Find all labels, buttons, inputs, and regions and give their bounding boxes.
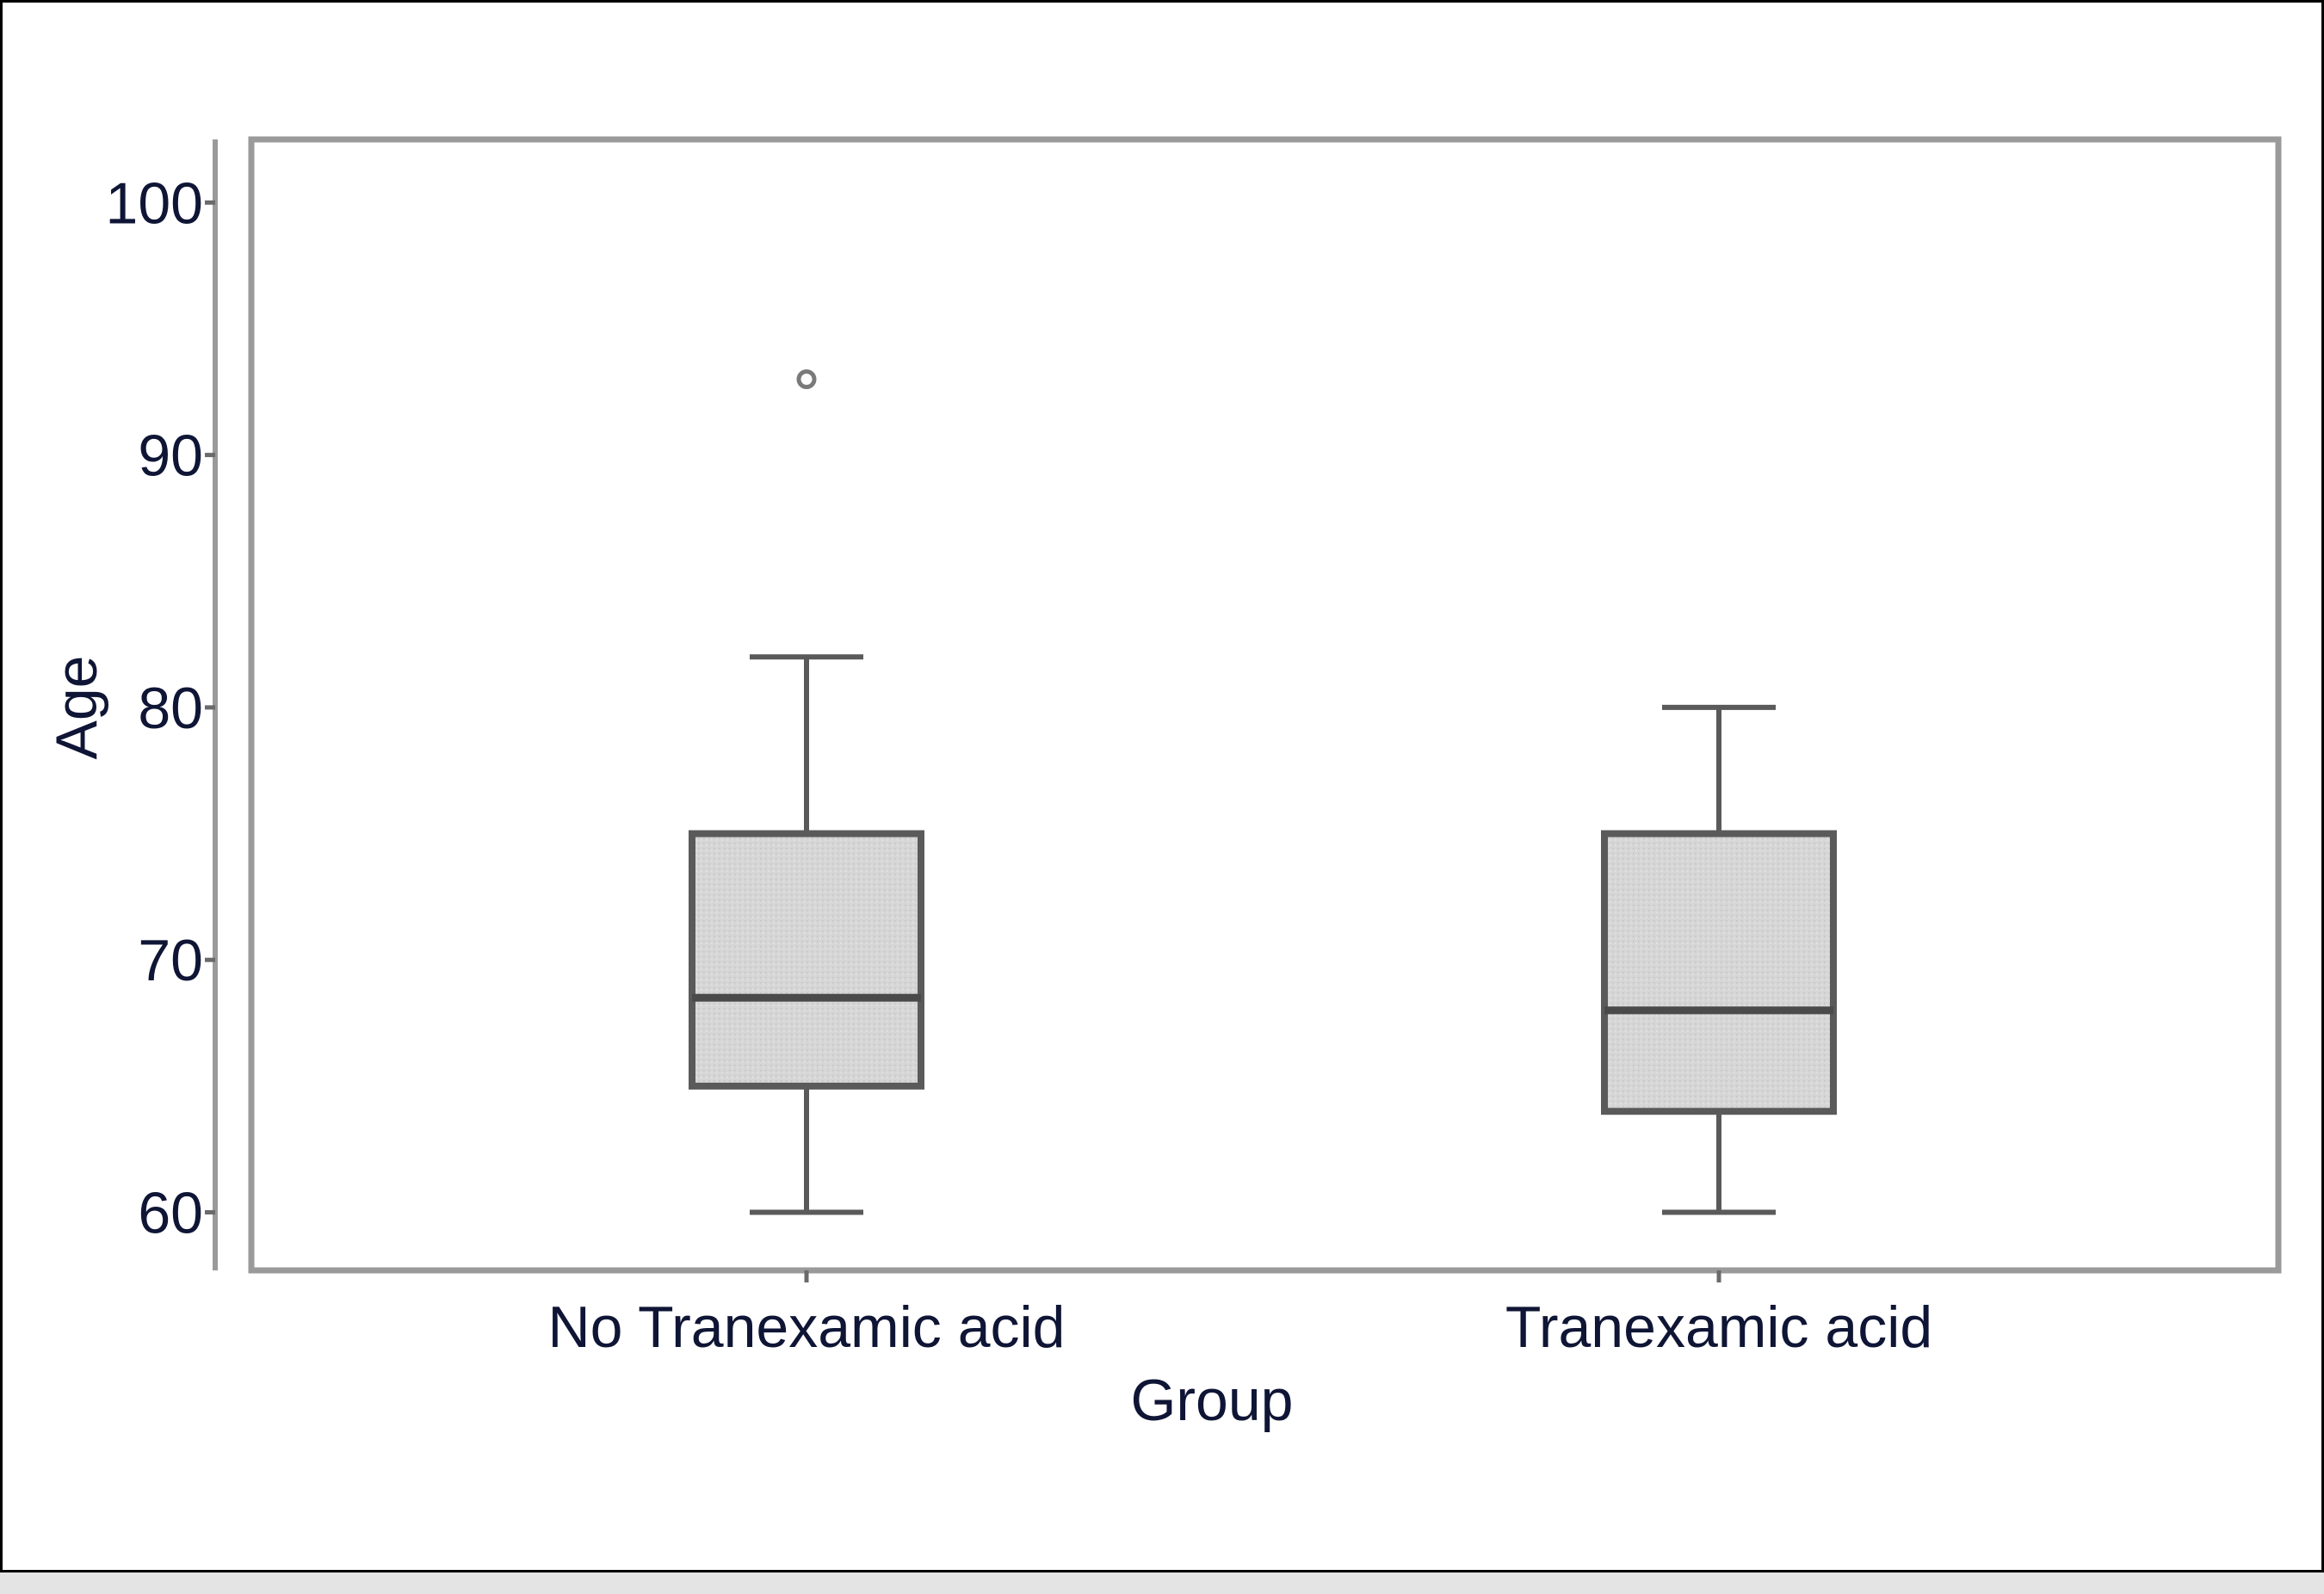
y-tick-label-60: 60 (138, 1181, 203, 1246)
outlier-point-0 (796, 369, 817, 390)
y-tick-label-80: 80 (138, 676, 203, 741)
box-group-0 (689, 369, 924, 1215)
x-tick-label-0: No Tranexamic acid (548, 1294, 1066, 1360)
x-tick-label-1: Tranexamic acid (1505, 1294, 1932, 1360)
y-tick-label-70: 70 (138, 928, 203, 993)
box-group-1 (1601, 704, 1837, 1215)
bottom-strip (0, 1572, 2324, 1594)
iqr-box (689, 830, 924, 1090)
y-tick-label-90: 90 (138, 423, 203, 489)
iqr-box (1601, 830, 1837, 1115)
y-axis-title: Age (44, 656, 109, 760)
x-axis-title: Group (1131, 1368, 1294, 1433)
plot-area-border (248, 136, 2282, 1274)
y-tick-label-100: 100 (106, 170, 203, 236)
